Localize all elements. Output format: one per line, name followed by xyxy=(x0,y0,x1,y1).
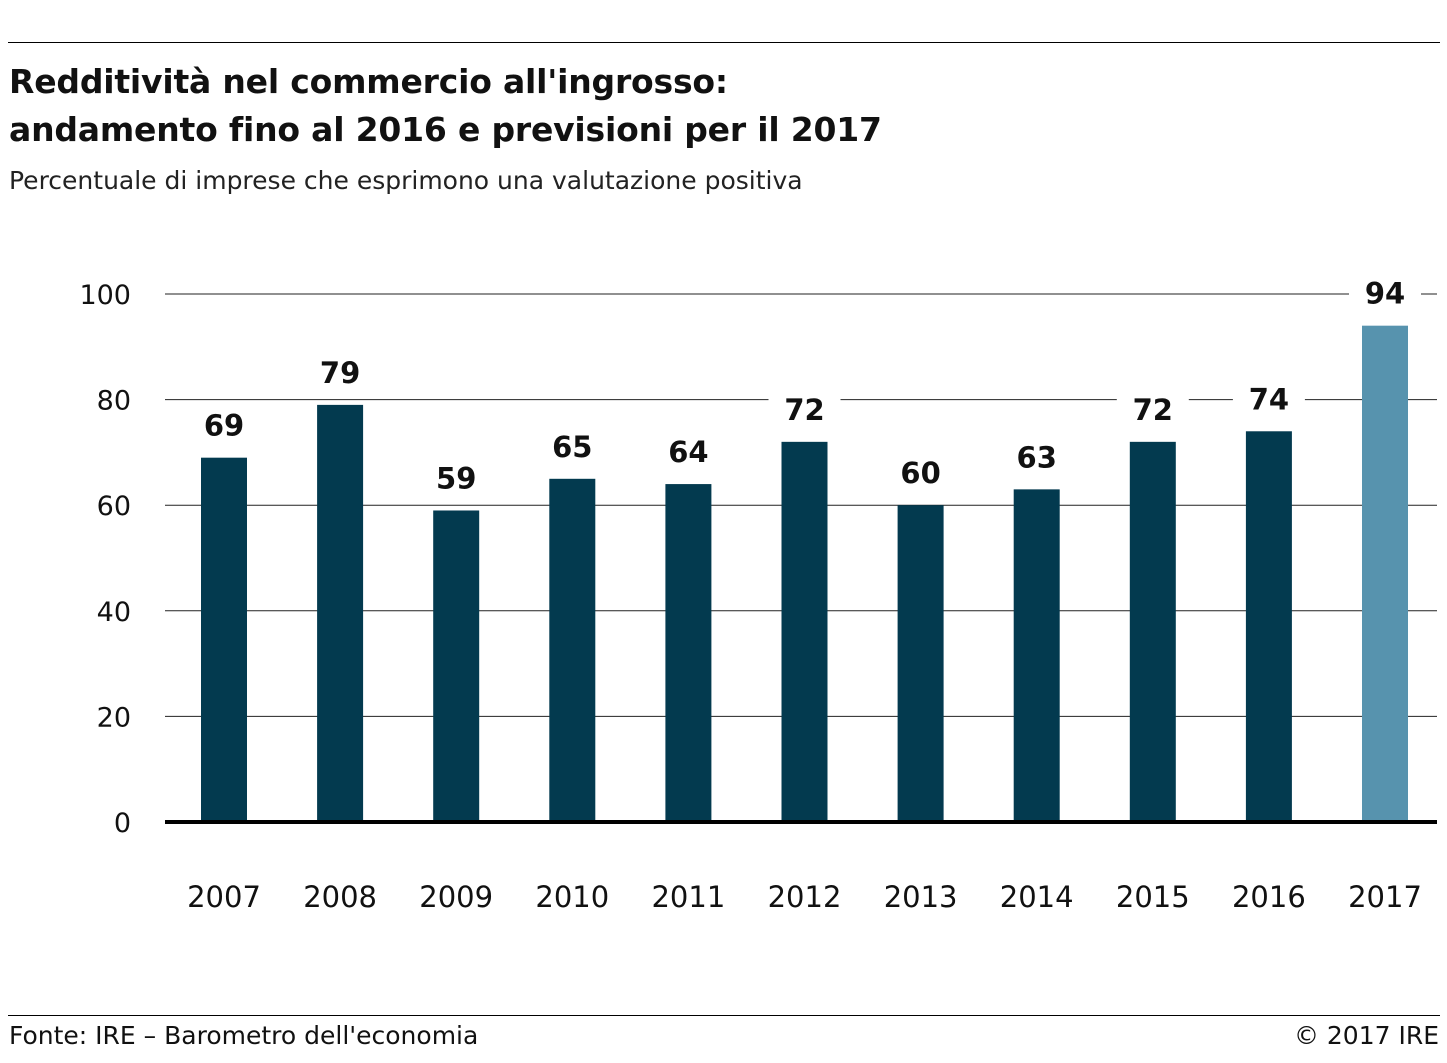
bar-2016 xyxy=(1245,431,1292,822)
y-tick-label: 20 xyxy=(97,702,131,733)
data-label-2017: 94 xyxy=(1365,277,1405,311)
top-rule xyxy=(8,42,1440,43)
data-label-background xyxy=(768,387,841,426)
x-tick-label-2015: 2015 xyxy=(1116,880,1190,914)
data-label-background xyxy=(188,403,260,442)
y-tick-label: 60 xyxy=(97,491,131,522)
bar-2009 xyxy=(433,510,480,822)
data-label-background xyxy=(652,430,725,469)
source-note: Fonte: IRE – Barometro dell'economia xyxy=(9,1021,479,1050)
data-label-2013: 60 xyxy=(900,456,940,490)
data-label-2007: 69 xyxy=(204,409,244,443)
x-tick-label-2017: 2017 xyxy=(1348,880,1422,914)
data-label-background xyxy=(1000,435,1073,474)
x-tick-label-2007: 2007 xyxy=(187,880,261,914)
x-tick-label-2012: 2012 xyxy=(768,880,842,914)
bar-2011 xyxy=(665,484,712,822)
data-label-2011: 64 xyxy=(668,435,708,469)
data-label-2010: 65 xyxy=(552,430,592,464)
bar-2010 xyxy=(549,478,596,822)
x-tick-label-2014: 2014 xyxy=(1000,880,1074,914)
data-label-2016: 74 xyxy=(1249,382,1289,416)
x-tick-label-2009: 2009 xyxy=(419,880,493,914)
bar-2015 xyxy=(1129,441,1176,822)
bottom-rule xyxy=(8,1015,1440,1016)
data-label-2009: 59 xyxy=(436,461,476,495)
chart-title-line-2: andamento fino al 2016 e previsioni per … xyxy=(9,110,882,149)
copyright-note: © 2017 IRE xyxy=(1293,1021,1439,1050)
y-tick-label: 0 xyxy=(114,808,131,839)
x-tick-label-2008: 2008 xyxy=(303,880,377,914)
y-tick-label: 80 xyxy=(97,386,131,417)
x-tick-label-2011: 2011 xyxy=(651,880,725,914)
chart-title-line-1: Redditività nel commercio all'ingrosso: xyxy=(9,62,728,101)
data-label-2014: 63 xyxy=(1017,440,1057,474)
x-tick-label-2013: 2013 xyxy=(884,880,958,914)
bar-2013 xyxy=(897,505,944,822)
data-label-background xyxy=(420,456,493,495)
data-label-2015: 72 xyxy=(1133,393,1173,427)
data-label-2012: 72 xyxy=(784,393,824,427)
data-label-background xyxy=(1116,387,1189,426)
bar-chart: 0 20 40 60 80 100 69 2007 79 2008 59 2009 65 2010 64 20… xyxy=(79,271,1437,914)
x-tick-label-2016: 2016 xyxy=(1232,880,1306,914)
bar-2017 xyxy=(1362,325,1408,822)
bar-2007 xyxy=(201,457,247,822)
bar-2012 xyxy=(781,441,828,822)
bar-2014 xyxy=(1013,489,1060,822)
chart-subtitle: Percentuale di imprese che esprimono una… xyxy=(9,166,803,195)
data-label-background xyxy=(536,424,609,463)
x-tick-label-2010: 2010 xyxy=(535,880,609,914)
data-label-background xyxy=(1232,377,1305,416)
y-tick-label: 40 xyxy=(97,597,131,628)
bar-2008 xyxy=(317,404,364,822)
data-label-background xyxy=(884,451,957,490)
data-label-background xyxy=(1349,271,1421,310)
y-tick-label: 100 xyxy=(79,280,131,311)
data-label-background xyxy=(304,350,377,389)
data-label-2008: 79 xyxy=(320,356,360,390)
